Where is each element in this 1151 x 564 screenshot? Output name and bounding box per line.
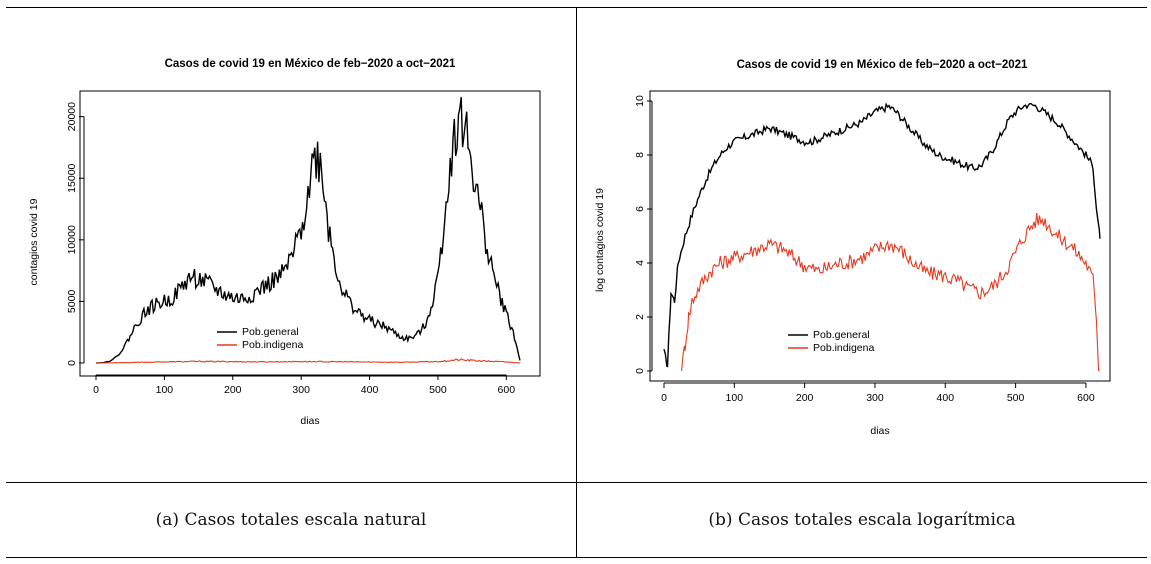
chart-log-scale: Casos de covid 19 en México de feb−2020 … — [594, 59, 1111, 437]
x-tick-label: 400 — [361, 384, 379, 396]
x-tick-label: 500 — [1007, 392, 1025, 404]
x-tick-label: 100 — [156, 384, 174, 396]
legend-label-general: Pob.general — [813, 329, 870, 341]
y-axis-label: log contagios covid 19 — [594, 188, 606, 292]
x-axis-label: dias — [870, 425, 889, 437]
axes-left: 0 100 200 300 400 500 600 0 5000 10000 15000 20000 — [66, 102, 515, 396]
x-tick-label: 100 — [726, 392, 744, 404]
y-axis-label: contagios covid 19 — [28, 198, 40, 285]
series-line-pob-general — [663, 102, 1101, 368]
x-tick-label: 600 — [1077, 392, 1095, 404]
table-column-divider — [576, 7, 577, 558]
legend-label-indigena: Pob.indigena — [242, 339, 303, 351]
y-tick-label: 20000 — [66, 102, 78, 131]
x-tick-label: 500 — [429, 384, 447, 396]
y-tick-label: 8 — [634, 152, 646, 158]
chart-natural-scale: Casos de covid 19 en México de feb−2020 … — [28, 58, 541, 427]
x-tick-label: 200 — [796, 392, 814, 404]
plot-area — [649, 90, 1111, 382]
y-tick-label: 5000 — [66, 290, 78, 314]
chart-title: Casos de covid 19 en México de feb−2020 … — [737, 59, 1028, 71]
plot-area — [79, 90, 541, 377]
x-tick-label: 300 — [292, 384, 310, 396]
x-axis-label: dias — [300, 415, 319, 427]
caption-right: (b) Casos totales escala logarítmica — [708, 510, 1016, 530]
x-tick-label: 400 — [937, 392, 955, 404]
y-tick-label: 6 — [634, 206, 646, 212]
y-tick-label: 0 — [634, 368, 646, 374]
series-lines — [95, 97, 521, 364]
y-tick-label: 10 — [634, 95, 646, 107]
series-lines — [663, 102, 1101, 372]
legend: Pob.general Pob.indigena — [788, 329, 874, 354]
y-tick-label: 10000 — [66, 225, 78, 254]
y-tick-label: 2 — [634, 314, 646, 320]
x-tick-label: 600 — [498, 384, 516, 396]
axes-right: 0 100 200 300 400 500 600 0 2 4 6 8 10 — [634, 95, 1095, 404]
legend-label-indigena: Pob.indigena — [813, 342, 874, 354]
x-tick-label: 0 — [661, 392, 667, 404]
legend-label-general: Pob.general — [242, 326, 299, 338]
chart-title: Casos de covid 19 en México de feb−2020 … — [165, 58, 456, 70]
x-tick-label: 0 — [93, 384, 99, 396]
series-line-pob-general — [95, 97, 521, 364]
y-tick-label: 0 — [66, 360, 78, 366]
legend: Pob.general Pob.indigena — [217, 326, 303, 351]
series-line-pob-indigena — [96, 358, 520, 364]
series-line-pob-indigena — [681, 212, 1100, 372]
x-tick-label: 300 — [866, 392, 884, 404]
y-tick-label: 15000 — [66, 163, 78, 192]
y-tick-label: 4 — [634, 260, 646, 266]
caption-left: (a) Casos totales escala natural — [155, 510, 427, 530]
x-tick-label: 200 — [224, 384, 242, 396]
